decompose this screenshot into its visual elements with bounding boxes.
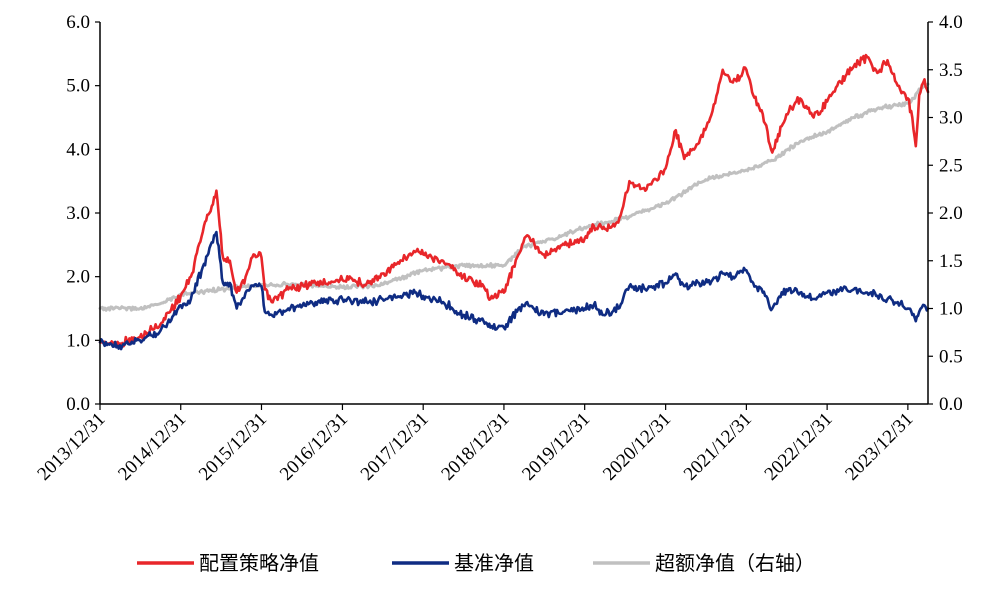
legend-label-2: 超额净值（右轴）: [655, 551, 815, 575]
left-tick-label: 5.0: [66, 76, 90, 97]
right-tick-label: 2.0: [939, 203, 963, 224]
right-tick-label: 2.5: [939, 155, 963, 176]
right-tick-label: 3.0: [939, 108, 963, 129]
left-tick-label: 6.0: [66, 12, 90, 33]
left-tick-label: 3.0: [66, 203, 90, 224]
x-tick-label: 2015/12/31: [195, 409, 271, 485]
right-tick-label: 3.5: [939, 60, 963, 81]
x-tick-label: 2016/12/31: [276, 409, 352, 485]
left-tick-label: 4.0: [66, 139, 90, 160]
x-tick-label: 2022/12/31: [761, 409, 837, 485]
series-layer: [98, 53, 930, 351]
left-tick-label: 0.0: [66, 394, 90, 415]
x-tick-label: 2020/12/31: [599, 409, 675, 485]
legend-label-0: 配置策略净值: [199, 551, 319, 575]
series-line-0: [98, 53, 930, 349]
series-line-1: [98, 230, 930, 351]
x-tick-label: 2019/12/31: [518, 409, 594, 485]
x-tick-label: 2021/12/31: [680, 409, 756, 485]
x-tick-label: 2014/12/31: [114, 409, 190, 485]
left-tick-label: 2.0: [66, 267, 90, 288]
x-tick-label: 2013/12/31: [33, 409, 109, 485]
right-tick-label: 1.0: [939, 299, 963, 320]
left-tick-label: 1.0: [66, 330, 90, 351]
x-tick-label: 2023/12/31: [841, 409, 917, 485]
legend: 配置策略净值 基准净值 超额净值（右轴）: [137, 551, 815, 575]
right-tick-label: 4.0: [939, 12, 963, 33]
legend-label-1: 基准净值: [454, 551, 534, 575]
x-tick-label: 2018/12/31: [437, 409, 513, 485]
axes-layer: 0.0 1.0 2.0 3.0 4.0 5.0 6.0 0.0 0.5 1.0 1.5 2.0 2.5 3…: [33, 12, 962, 485]
right-tick-label: 1.5: [939, 251, 963, 272]
right-tick-label: 0.0: [939, 394, 963, 415]
x-tick-label: 2017/12/31: [357, 409, 433, 485]
series-line-2: [98, 82, 930, 312]
right-tick-label: 0.5: [939, 346, 963, 367]
